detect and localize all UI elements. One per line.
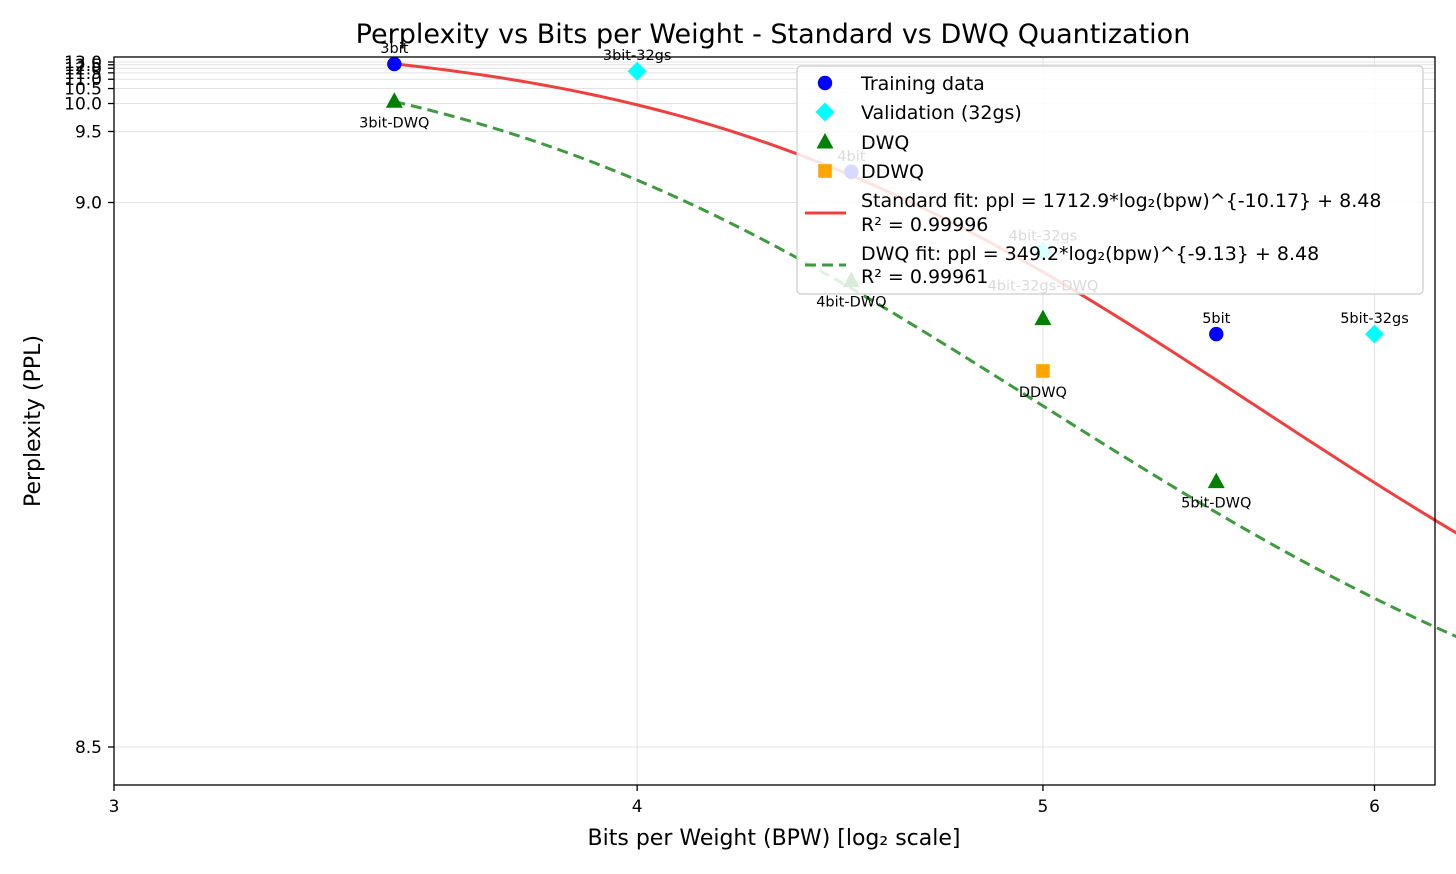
y-tick-label: 12.5 bbox=[64, 56, 102, 76]
legend-entry: DDWQ bbox=[861, 161, 924, 183]
x-tick-label: 6 bbox=[1369, 797, 1380, 817]
legend-entry: Training data bbox=[860, 73, 985, 95]
legend-fit-r2: R² = 0.99996 bbox=[861, 214, 988, 236]
legend-marker-triangle bbox=[816, 133, 834, 149]
y-tick-label: 8.5 bbox=[75, 738, 102, 758]
y-axis-label: Perplexity (PPL) bbox=[21, 335, 46, 507]
y-tick-label: 10.0 bbox=[64, 95, 102, 115]
y-axis: 8.5 9.0 9.5 10.010.511.011.512.012.513.0 bbox=[64, 53, 114, 758]
y-tick-label: 12.0 bbox=[64, 59, 102, 79]
point-5bit-DWQ bbox=[1207, 472, 1225, 489]
x-axis-label: Bits per Weight (BPW) [log₂ scale] bbox=[588, 826, 961, 851]
point-5bit-32gs bbox=[1365, 324, 1384, 344]
legend: Training data Validation (32gs) DWQ DDWQ Sta… bbox=[796, 65, 1424, 295]
legend-marker-square bbox=[818, 164, 832, 178]
legend-entry: DWQ bbox=[861, 132, 909, 154]
y-tick-label: 9.0 bbox=[75, 194, 102, 214]
point-DDWQ bbox=[1036, 364, 1050, 378]
point-3bit bbox=[387, 56, 402, 72]
point-5bit bbox=[1209, 326, 1224, 342]
point-label-3bit: 3bit bbox=[380, 41, 408, 57]
legend-fit-r2: R² = 0.99961 bbox=[861, 266, 988, 288]
point-label-5bit-32gs: 5bit-32gs bbox=[1340, 311, 1409, 327]
legend-fit-equation: DWQ fit: ppl = 349.2*log₂(bpw)^{-9.13} +… bbox=[861, 243, 1319, 265]
y-tick-label: 9.5 bbox=[75, 122, 102, 142]
legend-box bbox=[796, 65, 1424, 295]
x-axis: 345681216 bbox=[109, 785, 1380, 817]
y-tick-label: 10.5 bbox=[64, 80, 102, 100]
point-label-5bit: 5bit bbox=[1202, 311, 1230, 327]
plot-frame bbox=[113, 56, 1436, 786]
point-label-5bit-DWQ: 5bit-DWQ bbox=[1181, 496, 1251, 512]
chart-title: Perplexity vs Bits per Weight - Standard… bbox=[356, 19, 1191, 50]
legend-marker-diamond bbox=[815, 102, 835, 122]
point-label-4bit-DWQ: 4bit-DWQ bbox=[816, 294, 886, 310]
point-label-3bit-DWQ: 3bit-DWQ bbox=[359, 115, 429, 131]
point-label-3bit-32gs: 3bit-32gs bbox=[603, 48, 672, 64]
legend-marker-circle bbox=[817, 75, 833, 91]
legend-entry: Validation (32gs) bbox=[861, 102, 1022, 124]
legend-fit-equation: Standard fit: ppl = 1712.9*log₂(bpw)^{-1… bbox=[861, 190, 1381, 212]
y-tick-label: 11.5 bbox=[64, 64, 102, 84]
grid bbox=[113, 57, 1435, 785]
y-tick-label: 11.0 bbox=[64, 70, 102, 90]
y-tick-label: 13.0 bbox=[64, 53, 102, 73]
point-label-DDWQ: DDWQ bbox=[1019, 385, 1067, 401]
point-3bit-32gs bbox=[627, 61, 647, 81]
x-tick-label: 3 bbox=[109, 797, 120, 817]
x-tick-label: 4 bbox=[632, 797, 643, 817]
point-3bit-DWQ bbox=[385, 92, 403, 108]
x-tick-label: 5 bbox=[1038, 797, 1049, 817]
point-4bit-32gs-DWQ bbox=[1034, 309, 1052, 326]
